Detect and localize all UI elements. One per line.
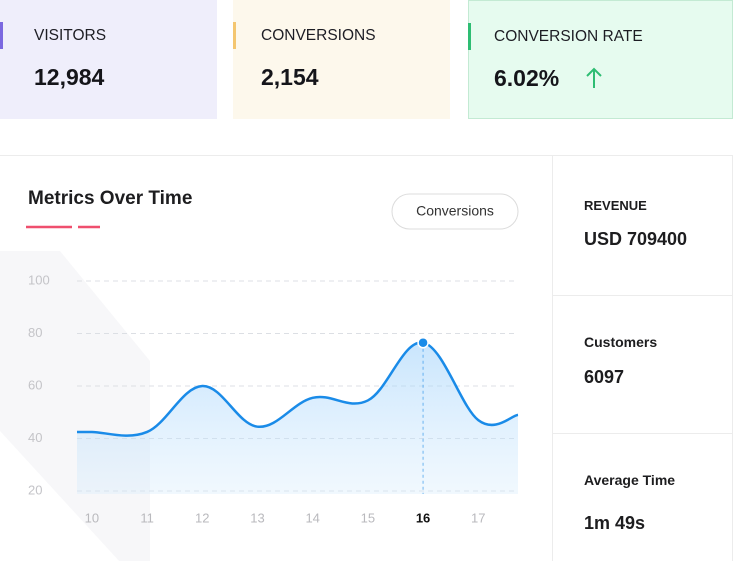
x-tick-label: 12	[195, 510, 209, 525]
y-tick-label: 80	[28, 325, 42, 340]
x-tick-label: 16	[416, 510, 430, 525]
stat-value: 1m 49s	[584, 513, 646, 533]
x-tick-label: 11	[140, 510, 154, 525]
trend-up-icon	[586, 67, 602, 88]
chart-panel: Metrics Over Time Conversions 20 40 60 80 10…	[0, 155, 553, 561]
separator	[553, 433, 732, 434]
x-tick-label: 17	[471, 510, 485, 525]
chart-title: Metrics Over Time	[28, 188, 192, 209]
x-tick-label: 10	[85, 510, 99, 525]
x-tick-label: 14	[305, 510, 319, 525]
card-accent	[468, 23, 471, 50]
stats-panel: REVENUE USD 709400 Customers 6097 Averag…	[552, 155, 733, 561]
area	[77, 342, 518, 494]
stat-value: 6097	[584, 367, 625, 387]
card-accent	[0, 22, 3, 49]
stat-label: Customers	[584, 334, 658, 350]
card-label: CONVERSION RATE	[494, 28, 643, 45]
highlight-point	[417, 336, 429, 349]
conversions-card: CONVERSIONS 2,154	[233, 0, 450, 119]
series-selector[interactable]	[391, 193, 519, 230]
stat-value: USD 709400	[584, 229, 688, 249]
y-tick-label: 60	[28, 377, 42, 392]
card-value: 6.02%	[494, 65, 560, 91]
background-shape	[0, 251, 150, 561]
card-value: 2,154	[261, 64, 319, 90]
card-value: 12,984	[34, 64, 105, 90]
series-selector-label[interactable]: Conversions	[416, 203, 494, 219]
card-accent	[233, 22, 236, 49]
card-label: VISITORS	[34, 27, 107, 44]
visitors-card: VISITORS 12,984	[0, 0, 217, 119]
y-tick-label: 40	[28, 430, 42, 445]
stat-label: Average Time	[584, 472, 676, 488]
rate-card: CONVERSION RATE 6.02%	[468, 0, 733, 119]
x-tick-label: 13	[250, 510, 264, 525]
y-tick-label: 100	[28, 272, 50, 287]
card-label: CONVERSIONS	[261, 27, 376, 44]
x-tick-label: 15	[361, 510, 375, 525]
y-tick-label: 20	[28, 482, 42, 497]
separator	[553, 295, 732, 296]
stat-label: REVENUE	[584, 198, 647, 213]
line	[76, 341, 519, 437]
chart: Metrics Over Time Conversions 20 40 60 80 10…	[0, 188, 519, 561]
